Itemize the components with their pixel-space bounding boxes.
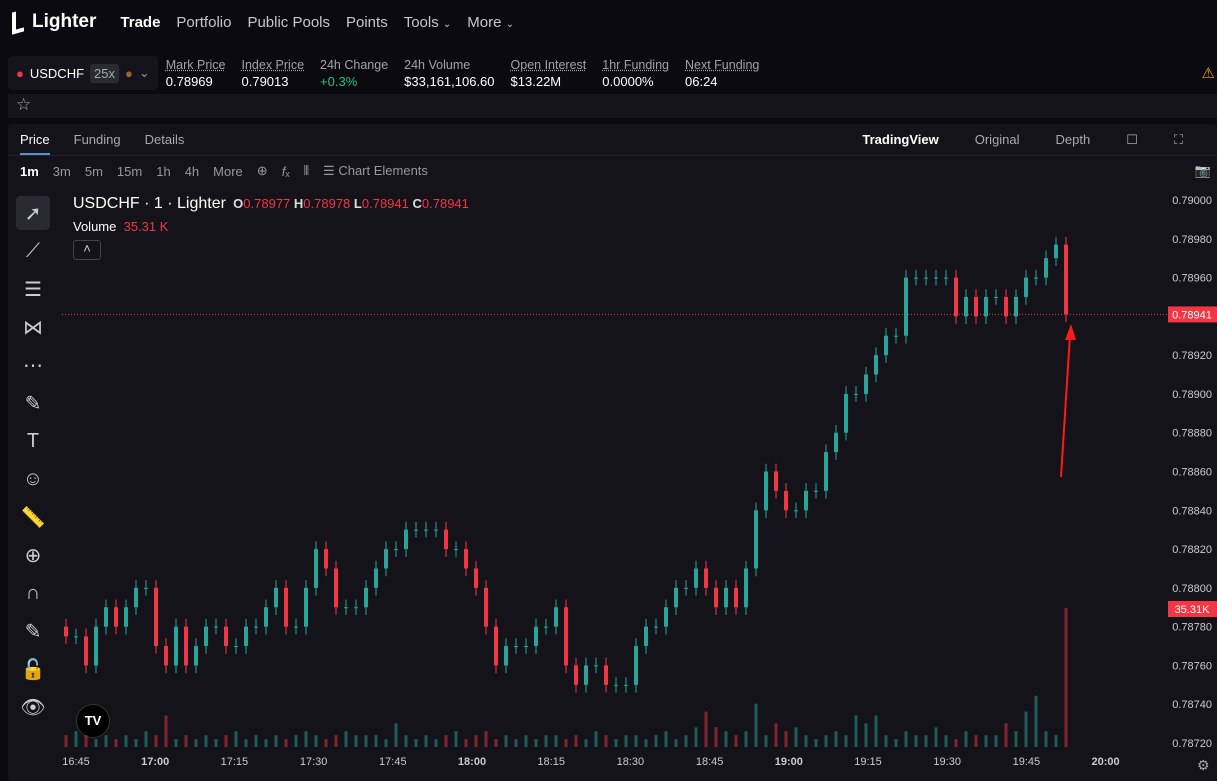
chart-elements-button[interactable]: ☰ Chart Elements	[323, 163, 428, 178]
stat-24h-change: 24h Change +0.3%	[320, 58, 388, 89]
stat-label: Next Funding	[685, 57, 760, 72]
chevron-down-icon: ⌄	[442, 18, 452, 30]
panel-tabs: Price Funding Details TradingView Origin…	[8, 124, 1217, 156]
nav-more-label: More	[467, 13, 502, 31]
stat-open-interest: Open Interest $13.22M	[511, 58, 587, 89]
stat-label: Open Interest	[510, 57, 587, 72]
chart-toolbar: 1m 3m 5m 15m 1h 4h More ⊕ fₓ ⫴ ☰ Chart E…	[8, 156, 1217, 186]
brand-logo[interactable]: Lighter	[12, 9, 97, 35]
usdchf-flag-icon: ●	[16, 65, 24, 81]
chart-elements-label: Chart Elements	[338, 163, 428, 178]
top-nav: Lighter Trade Portfolio Public Pools Poi…	[0, 0, 1217, 44]
emoji-icon[interactable]: ☺	[22, 467, 44, 490]
interval-1h[interactable]: 1h	[156, 163, 171, 179]
lighter-logo-icon	[12, 9, 24, 35]
indicators-icon[interactable]: fₓ	[281, 163, 290, 179]
stat-next-funding: Next Funding 06:24	[685, 58, 759, 89]
warning-icon[interactable]: ⚠	[1201, 65, 1215, 82]
legend-low: 0.78941	[361, 196, 409, 211]
ruler-icon[interactable]: 📏	[20, 506, 46, 529]
tab-details[interactable]: Details	[144, 132, 185, 147]
tab-price[interactable]: Price	[20, 132, 50, 155]
add-compare-icon[interactable]: ⊕	[256, 163, 268, 178]
stat-value: $13.22M	[510, 73, 562, 89]
tab-funding[interactable]: Funding	[73, 132, 121, 147]
square-icon[interactable]: ☐	[1126, 132, 1138, 147]
stat-label: Mark Price	[165, 57, 226, 72]
lock-icon[interactable]: 🔓	[20, 658, 46, 681]
fib-lines-icon[interactable]: ☰	[24, 278, 42, 301]
lock-drawing-icon[interactable]: ✎	[24, 620, 42, 643]
nav-tools-label: Tools	[403, 13, 439, 31]
symbol: USDCHF	[29, 65, 85, 81]
nav-public-pools[interactable]: Public Pools	[247, 13, 330, 31]
stat-label: 24h Volume	[404, 57, 471, 72]
candle-style-icon[interactable]: ⫴	[303, 163, 310, 178]
legend-title: USDCHF · 1 · Lighter	[73, 195, 226, 212]
coin-icon: ●	[125, 65, 133, 81]
chevron-down-icon: ⌄	[505, 18, 515, 30]
brand-name: Lighter	[32, 11, 97, 32]
stat-label: Index Price	[241, 57, 305, 72]
interval-more[interactable]: More	[213, 163, 243, 179]
zoom-in-icon[interactable]: ⊕	[24, 544, 42, 567]
nav-tools[interactable]: Tools ⌄	[404, 14, 452, 31]
eye-icon[interactable]: 👁	[20, 696, 46, 719]
stat-value: 0.79013	[241, 73, 289, 89]
leverage-badge: 25x	[90, 63, 119, 83]
interval-1m[interactable]: 1m	[20, 163, 39, 179]
stat-value: +0.3%	[320, 73, 358, 89]
tradingview-logo[interactable]: TV	[76, 704, 110, 738]
stat-label: 24h Change	[320, 57, 389, 72]
favorites-bar: ☆	[8, 94, 1217, 118]
interval-15m[interactable]: 15m	[116, 163, 143, 179]
nav-points[interactable]: Points	[346, 13, 388, 31]
drawing-toolbar: ➚ ⟋ ☰ ⋈ ⋯ ✎ T ☺ 📏 ⊕ ∩ ✎ 🔓 👁	[8, 192, 58, 728]
nav-trade[interactable]: Trade	[120, 13, 161, 31]
stat-value: 0.0000%	[602, 73, 654, 89]
legend-high: 0.78978	[303, 196, 351, 211]
interval-4h[interactable]: 4h	[184, 163, 200, 179]
stat-label: 1hr Funding	[602, 57, 669, 72]
trendline-icon[interactable]: ⟋	[26, 239, 40, 262]
stat-value: $33,161,106.60	[404, 73, 495, 89]
stat-24h-volume: 24h Volume $33,161,106.60	[404, 58, 494, 89]
camera-icon[interactable]: 📷	[1194, 163, 1211, 178]
interval-3m[interactable]: 3m	[52, 163, 71, 179]
cursor-icon[interactable]: ➚	[16, 196, 50, 230]
forecast-icon[interactable]: ⋯	[23, 354, 43, 377]
chevron-down-icon: ⌄	[138, 65, 150, 80]
tab-depth[interactable]: Depth	[1055, 132, 1091, 147]
market-selector[interactable]: ● USDCHF 25x ● ⌄	[8, 56, 158, 90]
tab-tradingview[interactable]: TradingView	[862, 132, 939, 147]
volume-value: 35.31 K	[123, 219, 169, 234]
nav-more[interactable]: More ⌄	[467, 14, 514, 31]
stat-value: 0.78969	[165, 73, 213, 89]
interval-5m[interactable]: 5m	[84, 163, 103, 179]
stat-index-price: Index Price 0.79013	[242, 58, 305, 89]
market-stats: ● USDCHF 25x ● ⌄ Mark Price 0.78969 Index Pri…	[8, 56, 1217, 90]
brush-icon[interactable]: ✎	[24, 392, 42, 415]
stat-mark-price: Mark Price 0.78969	[166, 58, 226, 89]
chart-panel: Price Funding Details TradingView Origin…	[8, 124, 1217, 781]
tab-original[interactable]: Original	[974, 132, 1020, 147]
text-icon[interactable]: T	[26, 429, 40, 452]
legend-open: 0.78977	[243, 196, 291, 211]
view-tabs: TradingView Original Depth ☐ ⛶	[862, 132, 1207, 148]
chart-legend: USDCHF · 1 · Lighter O0.78977 H0.78978 L…	[73, 195, 469, 260]
volume-label: Volume	[73, 219, 117, 234]
legend-close: 0.78941	[421, 196, 469, 211]
fullscreen-icon[interactable]: ⛶	[1173, 132, 1183, 147]
pattern-icon[interactable]: ⋈	[23, 316, 43, 339]
star-icon[interactable]: ☆	[16, 95, 32, 114]
collapse-legend-button[interactable]: ˄	[73, 240, 101, 260]
nav-portfolio[interactable]: Portfolio	[176, 13, 232, 31]
magnet-icon[interactable]: ∩	[25, 581, 41, 604]
stat-value: 06:24	[685, 73, 718, 89]
stat-1hr-funding: 1hr Funding 0.0000%	[602, 58, 669, 89]
